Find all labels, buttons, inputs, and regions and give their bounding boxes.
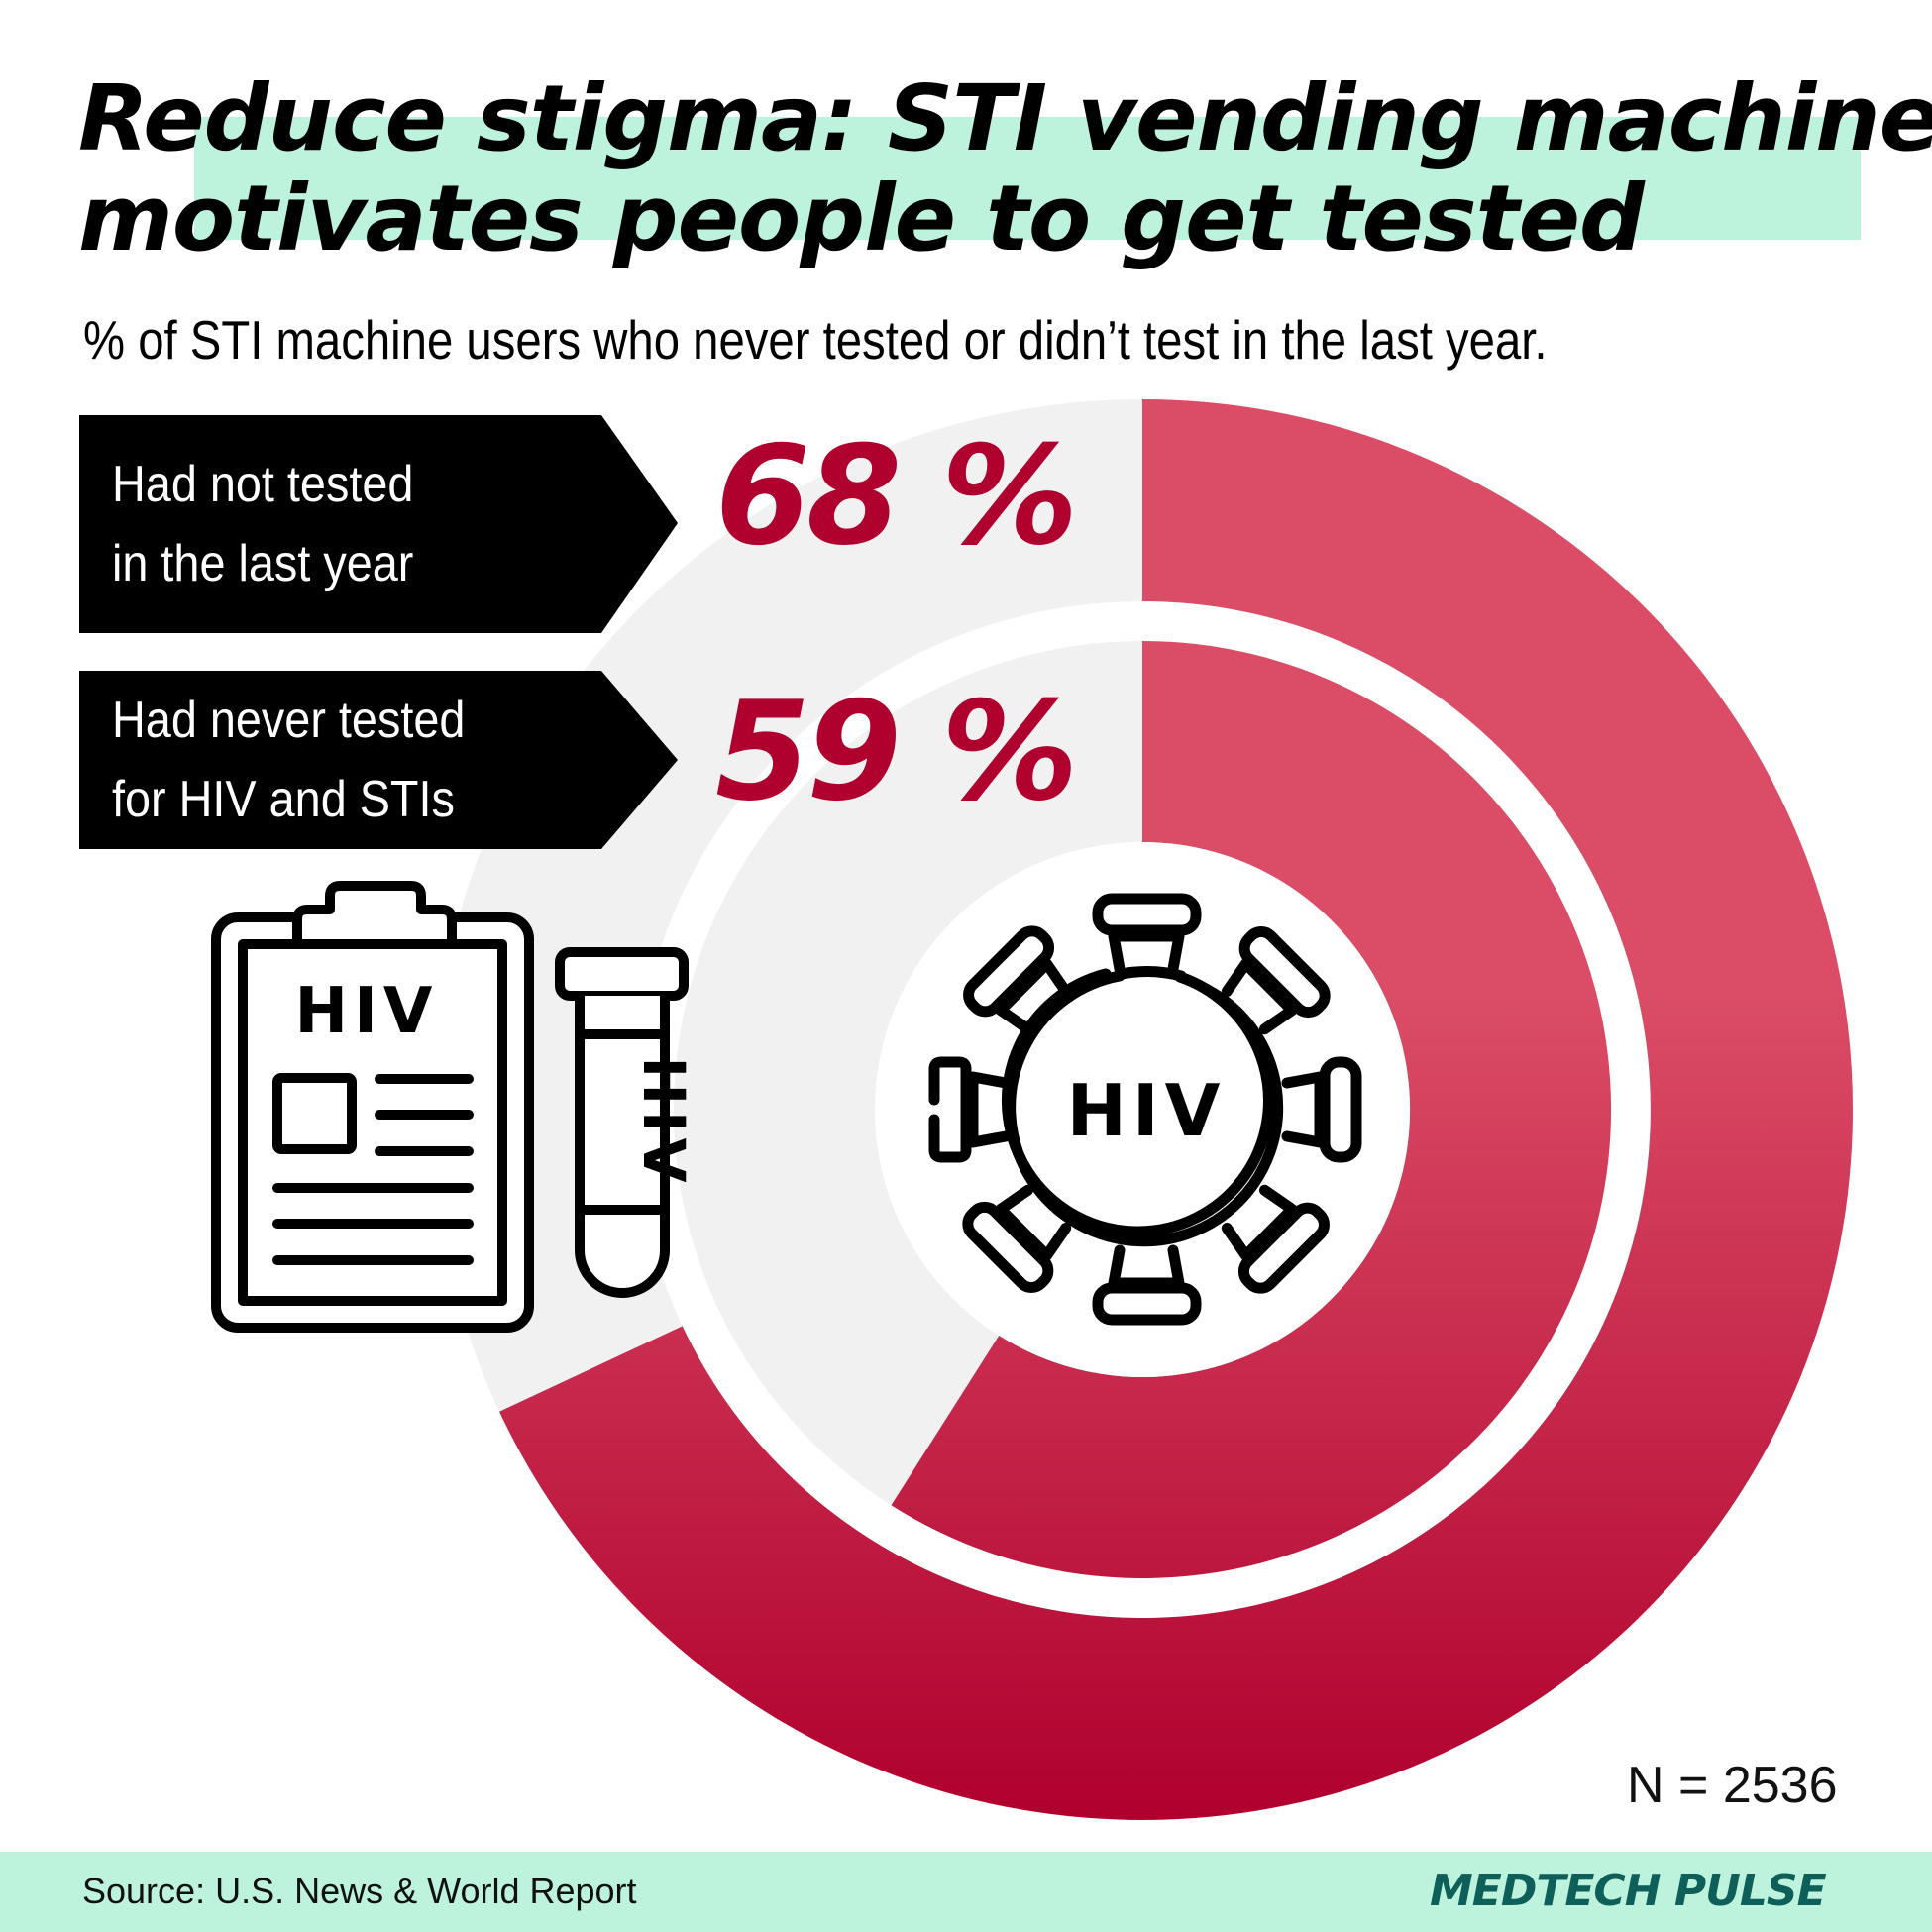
arrow-tag-shape [79,671,678,849]
stat-label-text: Had not tested in the last year [112,445,413,603]
virus-label: HIV [1067,1069,1227,1152]
brand-logo: MEDTECH PULSE [1430,1866,1827,1916]
clipboard-label: HIV [295,975,439,1048]
title-highlight-band [194,117,1861,240]
outer-ring-value-arc [499,399,1853,1820]
clipboard-icon [211,881,534,1333]
virus-icon [928,893,1362,1326]
sample-size: N = 2536 [1627,1757,1838,1814]
stat-label-text: Had never tested for HIV and STIs [112,681,465,839]
test-tube-icon [555,947,689,1298]
stat-value-59: 59 % [715,672,1078,831]
stat-label-line-2: in the last year [112,535,414,592]
stat-label-line-1: Had never tested [112,692,466,749]
stat-label-never-tested: Had never tested for HIV and STIs [79,671,678,849]
inner-ring-value-arc [891,641,1612,1579]
stat-label-line-2: for HIV and STIs [112,771,455,828]
chart-subtitle: % of STI machine users who never tested … [83,309,1548,371]
page-title-line-2: motivates people to get tested [78,165,1645,271]
stat-label-not-tested-last-year: Had not tested in the last year [79,415,678,633]
page-title-line-1: Reduce stigma: STI vending machine [78,65,1932,171]
footer-bar: Source: U.S. News & World Report MEDTECH… [0,1852,1932,1932]
stat-label-line-1: Had not tested [112,456,414,513]
center-disc [875,842,1410,1377]
arrow-tag-shape [79,415,678,633]
tube-label: HIV [630,1056,698,1188]
stat-value-68: 68 % [715,416,1078,576]
source-credit: Source: U.S. News & World Report [82,1871,637,1911]
